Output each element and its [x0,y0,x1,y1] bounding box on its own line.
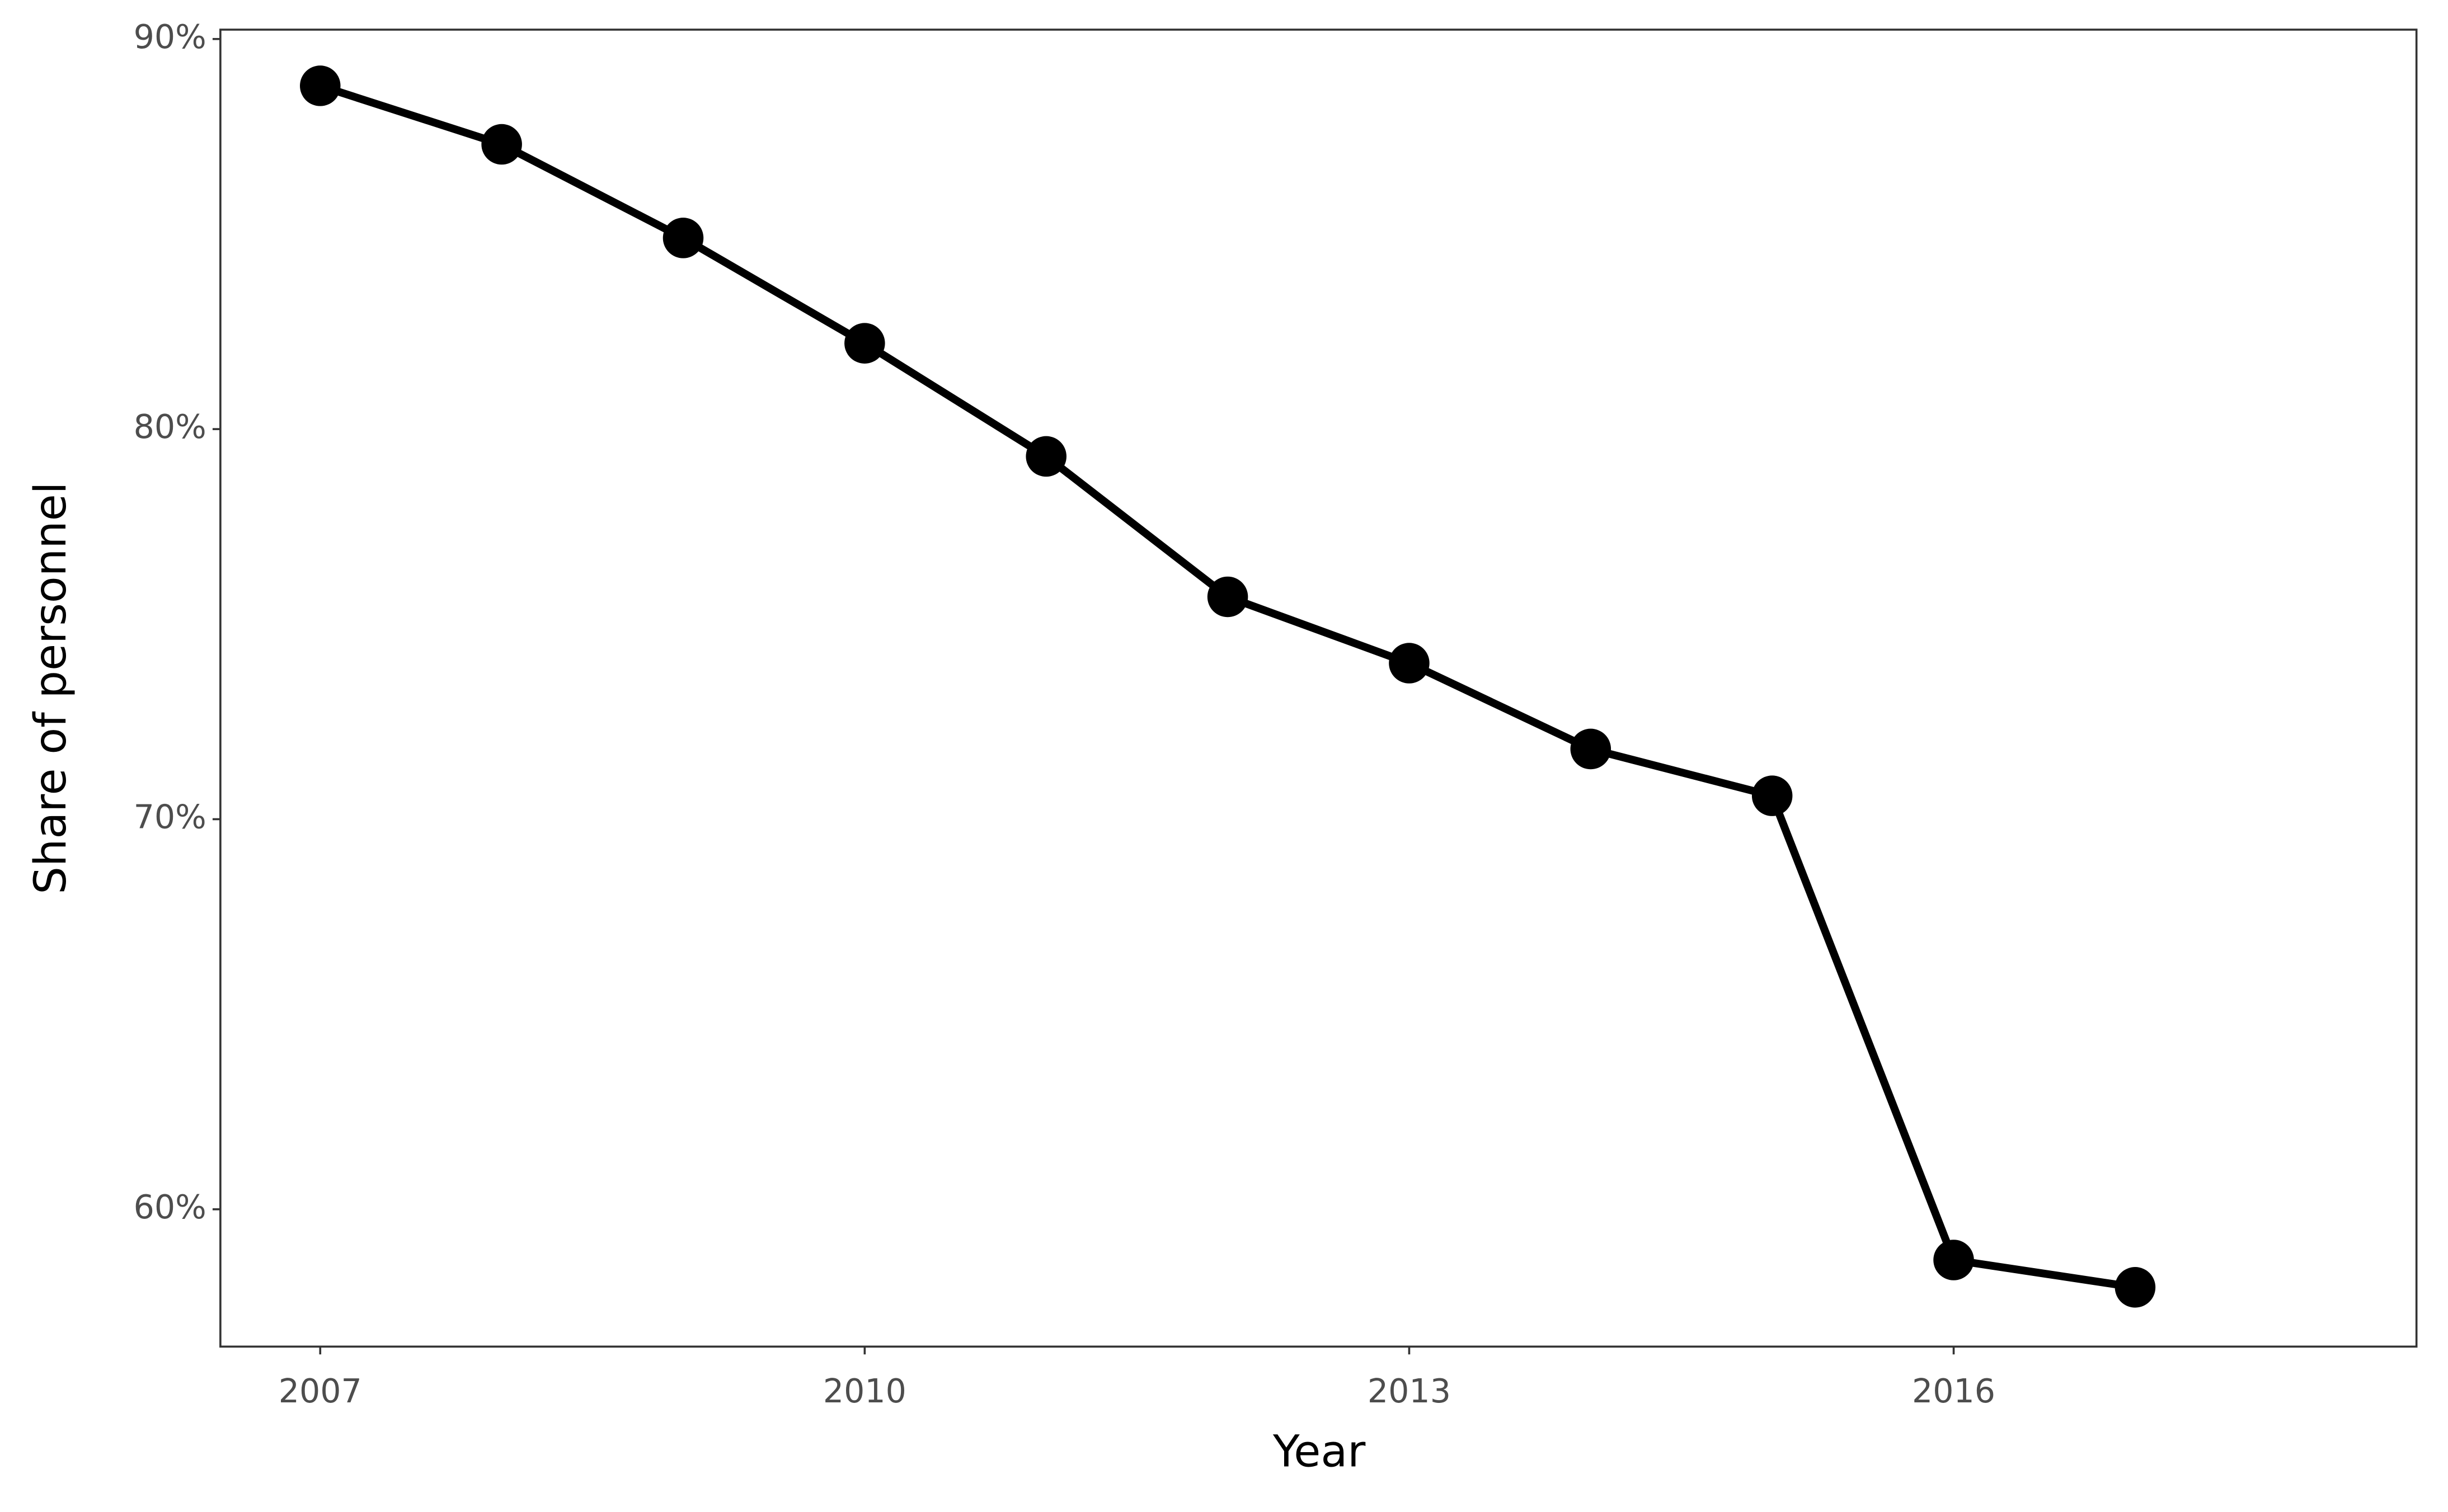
data-point [2115,1267,2156,1308]
y-tick-label: 60% [134,1188,206,1226]
data-point [1933,1240,1974,1280]
data-point [300,65,341,106]
y-tick-label: 70% [134,798,206,836]
data-line [319,82,2136,1292]
x-tick-label: 2007 [279,1372,362,1410]
x-tick-label: 2013 [1368,1372,1451,1410]
data-point [481,124,522,165]
data-point [1026,436,1066,477]
data-point [1570,728,1611,770]
data-point [1389,643,1430,684]
x-tick-label: 2010 [823,1372,906,1410]
data-point [844,323,885,364]
y-tick-label: 80% [134,408,206,446]
data-point [1207,576,1248,618]
x-tick-label: 2016 [1912,1372,1995,1410]
data-point [662,218,704,258]
y-tick-label: 90% [134,18,206,56]
x-axis-title: Year [1272,1426,1366,1477]
plot-panel [219,29,2418,1348]
y-axis-title: Share of personnel [26,482,76,894]
data-point [1751,775,1793,816]
